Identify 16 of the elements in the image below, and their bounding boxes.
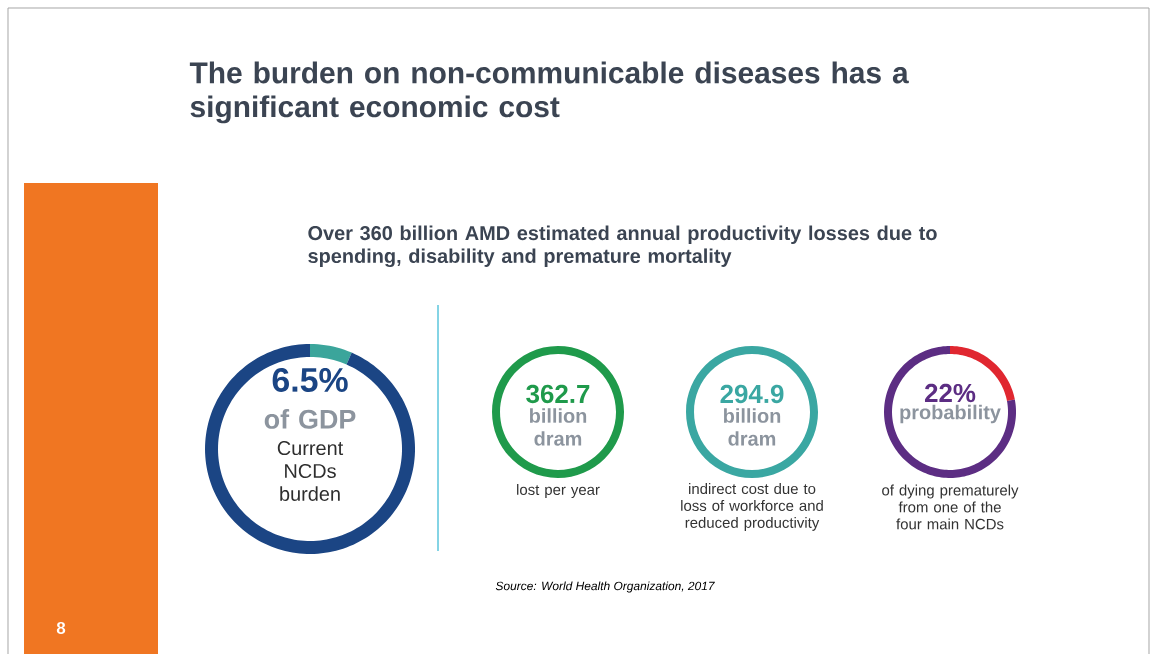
- text: 6.5%: [272, 367, 348, 392]
- text: of dying prematurely from one of the four main NCDs: [882, 484, 1019, 530]
- text: billion dram: [724, 408, 781, 446]
- text: 294.9: [720, 384, 784, 404]
- text: 362.7: [526, 384, 590, 404]
- text: 22%: [924, 383, 976, 403]
- source-note: Source: World Health Organization, 2017: [495, 581, 715, 593]
- text: Current NCDs burden: [277, 441, 344, 501]
- text: probability: [900, 404, 1001, 424]
- text: 8: [56, 621, 66, 634]
- text: lost per year: [517, 484, 600, 498]
- text: Over 360 billion AMD estimated annual productivity losses due to spending, disability and premature mortality: [308, 225, 937, 268]
- text: indirect cost due to loss of workforce and reduced productivity: [681, 483, 823, 531]
- text: The burden on non-communicable diseases has a significant economic cost: [189, 61, 909, 124]
- text: billion dram: [530, 408, 587, 446]
- text: of GDP: [264, 409, 356, 429]
